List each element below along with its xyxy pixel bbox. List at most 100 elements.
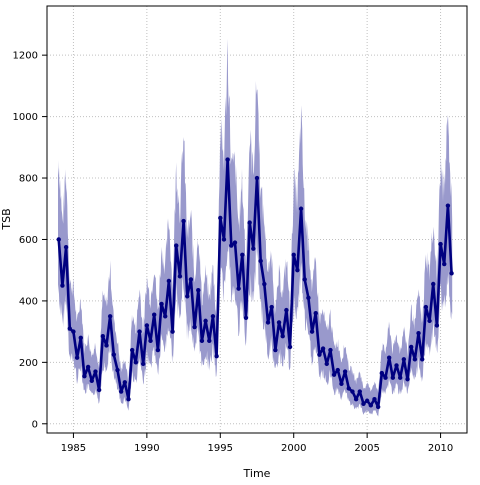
plot-frame [46, 5, 468, 434]
data-point [420, 357, 425, 362]
data-point [203, 318, 208, 324]
data-point [350, 389, 355, 394]
y-tick-label: 600 [19, 235, 38, 246]
data-point [229, 243, 234, 248]
data-point [262, 281, 267, 287]
y-tick-label: 1000 [13, 112, 38, 123]
data-point [177, 274, 183, 279]
data-point [170, 329, 175, 334]
data-point [144, 323, 150, 328]
data-point [449, 271, 454, 276]
data-point [232, 240, 238, 245]
data-point [386, 355, 392, 360]
data-point [192, 324, 197, 330]
x-tick-label: 2010 [428, 443, 453, 454]
data-point [368, 403, 374, 408]
data-point [82, 373, 87, 379]
data-point [78, 335, 83, 340]
data-point [280, 334, 285, 339]
data-point [269, 304, 274, 310]
data-point [295, 267, 300, 273]
data-point [317, 352, 322, 357]
data-point [56, 237, 61, 242]
data-point [379, 370, 385, 376]
data-point [196, 287, 201, 293]
data-point [207, 338, 212, 344]
data-point [254, 175, 260, 181]
data-point [71, 329, 76, 334]
data-point [126, 397, 131, 402]
y-tick-label: 800 [19, 174, 38, 185]
data-point [375, 404, 381, 410]
data-point [265, 320, 271, 325]
data-point [60, 283, 65, 288]
data-point [394, 363, 399, 368]
data-point [155, 347, 161, 353]
data-point [225, 157, 230, 162]
data-point [401, 357, 407, 362]
data-point [284, 307, 289, 313]
data-point [104, 343, 109, 348]
data-point [287, 344, 293, 350]
y-axis: 0 200 400 600 800 1000 1200 [13, 51, 47, 430]
data-point [118, 389, 124, 394]
data-point [67, 326, 72, 331]
data-point [276, 320, 282, 325]
data-point [427, 318, 432, 324]
y-tick-label: 400 [19, 296, 38, 307]
data-point [148, 338, 153, 344]
data-point [434, 323, 440, 328]
data-point [188, 277, 194, 282]
data-point [85, 364, 91, 370]
data-point [331, 372, 337, 377]
data-point [247, 220, 252, 225]
data-point [412, 357, 418, 362]
data-point [174, 243, 179, 248]
x-tick-label: 2000 [281, 443, 306, 454]
data-point [320, 346, 326, 351]
data-point [240, 252, 245, 258]
data-point [313, 310, 318, 316]
data-point [236, 286, 241, 291]
data-point [210, 314, 216, 319]
data-point [133, 360, 139, 365]
data-point [342, 369, 348, 374]
data-point [364, 398, 370, 403]
data-point [129, 347, 135, 353]
data-point [390, 375, 396, 380]
data-point [306, 295, 311, 301]
data-point [302, 277, 307, 282]
data-point [122, 380, 128, 385]
data-point [107, 314, 113, 319]
data-point [214, 354, 219, 359]
data-point [346, 386, 351, 391]
data-point [89, 378, 94, 383]
data-point [397, 375, 403, 380]
data-point [445, 203, 451, 208]
data-point [361, 401, 366, 407]
data-point [181, 218, 186, 224]
data-point [251, 246, 256, 251]
data-point [309, 329, 315, 334]
x-tick-label: 2005 [354, 443, 379, 454]
data-point [115, 367, 120, 373]
data-point [258, 258, 263, 264]
data-point [298, 206, 304, 211]
data-point [74, 355, 80, 360]
data-points-layer [56, 157, 454, 410]
x-tick-label: 1995 [208, 443, 233, 454]
data-point [328, 347, 333, 353]
data-point [438, 241, 443, 247]
x-axis: 1985 1990 1995 2000 2005 2010 [61, 433, 453, 454]
data-point [353, 397, 359, 402]
x-tick-label: 1990 [134, 443, 159, 454]
data-point [372, 397, 377, 402]
data-point [408, 344, 414, 350]
data-point [431, 281, 436, 287]
x-tick-label: 1985 [61, 443, 86, 454]
data-point [137, 329, 142, 334]
data-point [357, 389, 362, 394]
data-point [423, 304, 429, 310]
